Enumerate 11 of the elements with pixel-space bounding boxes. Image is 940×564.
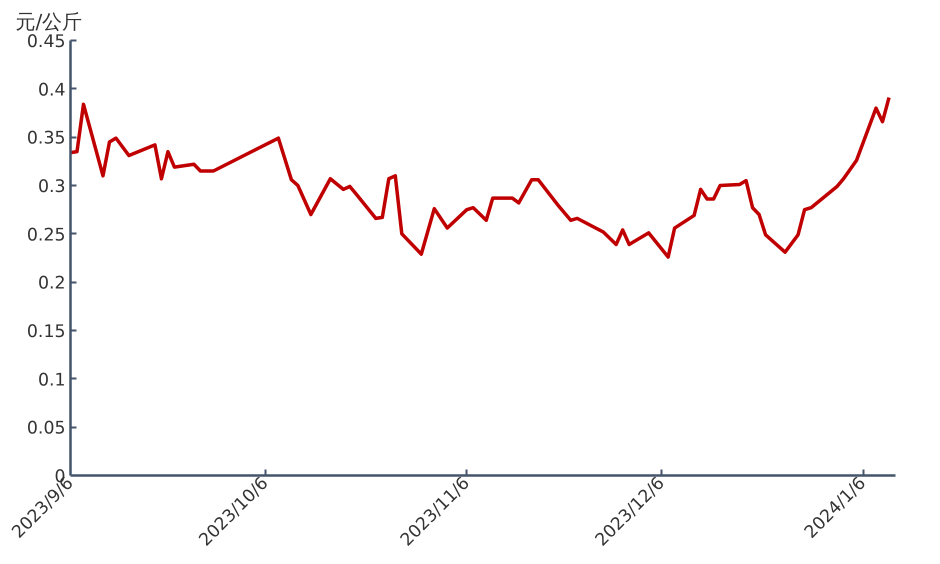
y-tick-label: 0.15 (26, 322, 66, 342)
y-tick-label: 0.1 (38, 370, 66, 390)
y-tick-label: 0.3 (38, 177, 66, 197)
y-tick-label: 0.05 (26, 418, 66, 439)
y-axis-title: 元/公斤 (16, 10, 82, 34)
y-tick-label: 0.35 (26, 128, 66, 149)
y-tick-label: 0.2 (38, 274, 66, 294)
y-tick-label: 0.25 (26, 225, 66, 246)
line-series (70, 96, 891, 259)
y-tick-label: 0.4 (38, 80, 66, 100)
y-tick-label: 0.45 (26, 32, 66, 52)
